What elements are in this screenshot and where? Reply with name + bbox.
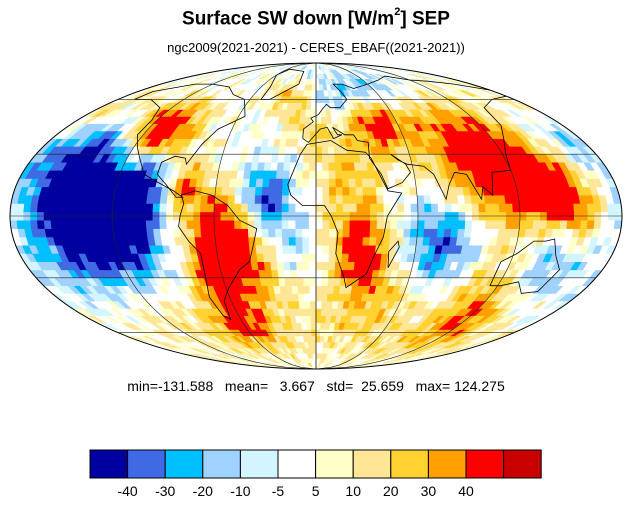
colorbar-tick-label: -30 — [155, 483, 175, 499]
colorbar-swatch — [89, 449, 129, 479]
colorbar-swatch — [427, 449, 467, 479]
colorbar-tick-label: -10 — [230, 483, 250, 499]
colorbar-tick-label: 5 — [312, 483, 320, 499]
colorbar-swatch — [503, 449, 542, 479]
plot-title: Surface SW down [W/m2] SEP — [182, 6, 450, 30]
plot-subtitle: ngc2009(2021-2021) - CERES_EBAF((2021-20… — [167, 40, 465, 55]
colorbar-swatch — [127, 449, 166, 479]
colorbar-swatch — [315, 449, 354, 479]
colorbar-swatch — [239, 449, 279, 479]
colorbar-tick-label: 40 — [458, 483, 474, 499]
colorbar-tick-label: -20 — [193, 483, 213, 499]
colorbar-swatch — [164, 449, 204, 479]
colorbar-tick-label: -5 — [272, 483, 285, 499]
colorbar-swatch — [390, 449, 429, 479]
colorbar-tick-label: 30 — [421, 483, 437, 499]
colorbar-swatch — [465, 449, 505, 479]
colorbar-swatch — [277, 449, 317, 479]
colorbar-tick-label: -40 — [117, 483, 137, 499]
colorbar-swatch — [352, 449, 392, 479]
colorbar-tick-label: 10 — [345, 483, 361, 499]
colorbar-swatch — [202, 449, 241, 479]
mollweide-difference-map — [9, 62, 623, 370]
colorbar-tick-label: 20 — [383, 483, 399, 499]
